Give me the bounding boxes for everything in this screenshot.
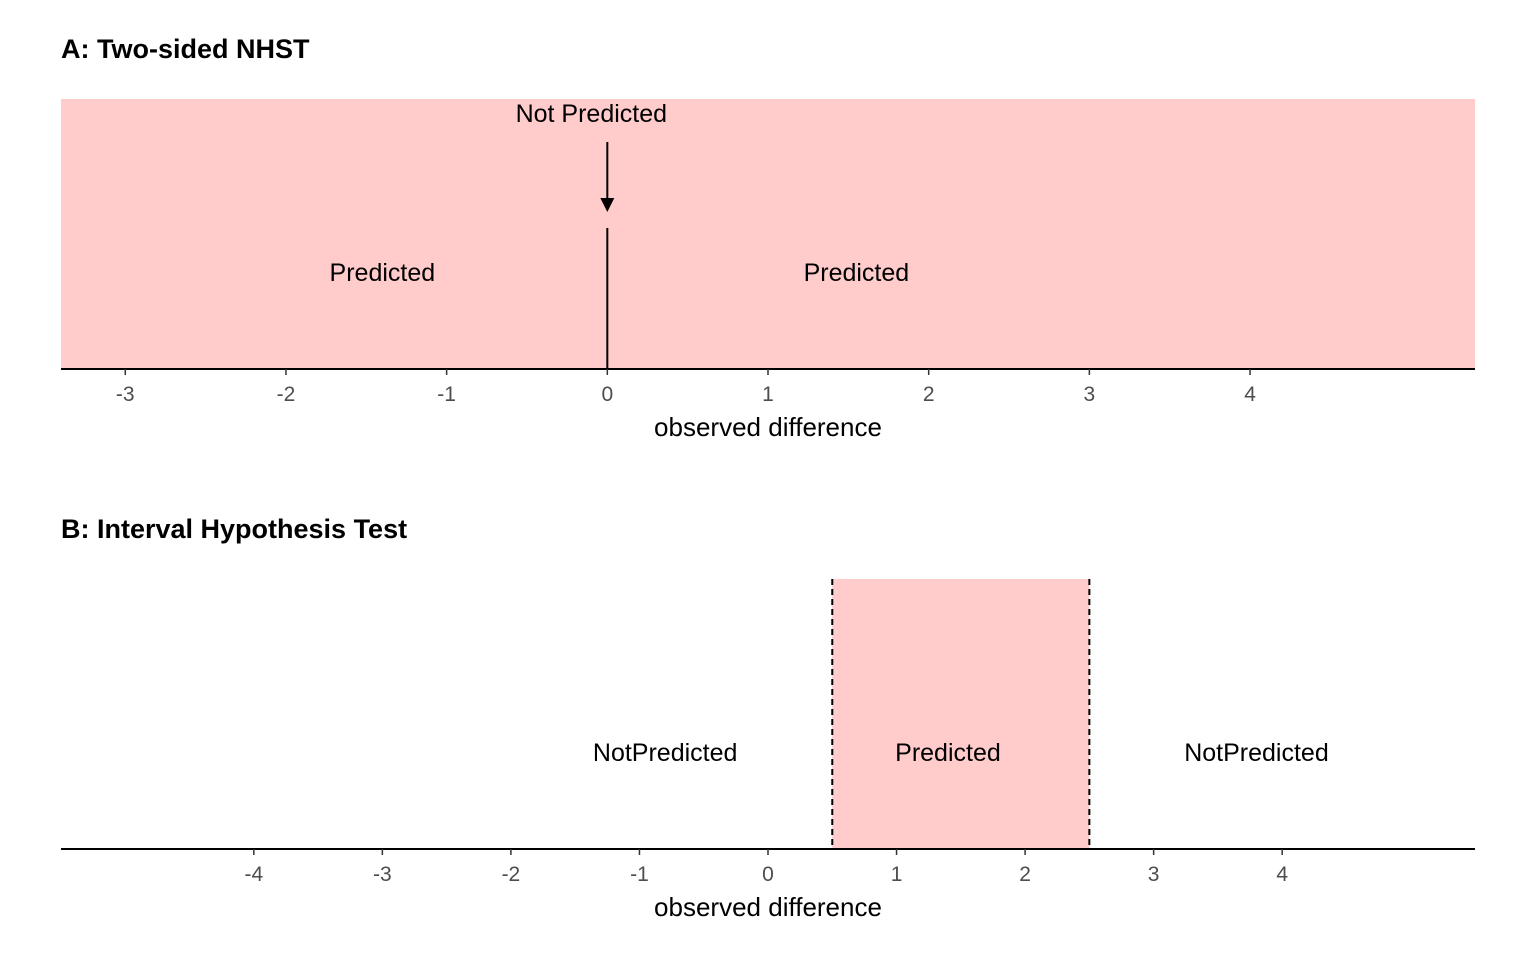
- x-tick-label: -1: [437, 383, 456, 406]
- annotation-arrow-head: [600, 198, 615, 212]
- x-tick-label: -3: [116, 383, 135, 406]
- x-tick-label: 2: [1019, 863, 1031, 886]
- predicted-region: [832, 579, 1090, 849]
- x-axis-title: observed difference: [654, 892, 882, 922]
- panel-interval-hypothesis-test: NotPredicted Predicted NotPredicted -4 -3 -2 -…: [0, 480, 1536, 960]
- region-label: Predicted: [895, 739, 1001, 767]
- region-label: NotPredicted: [593, 739, 738, 767]
- region-label: Predicted: [330, 259, 436, 287]
- x-tick-label: -4: [244, 863, 263, 886]
- region-label: Predicted: [804, 259, 910, 287]
- x-tick-label: 4: [1276, 863, 1288, 886]
- x-tick-label: 1: [762, 383, 774, 406]
- chart-plot-area: Not Predicted Predicted Predicted -3 -2 -1 0 1 2…: [61, 99, 1475, 442]
- predicted-region: [61, 99, 1475, 369]
- x-tick-label: 0: [762, 863, 774, 886]
- chart-title: A: Two-sided NHST: [61, 34, 310, 64]
- region-label: NotPredicted: [1184, 739, 1329, 767]
- x-tick-label: 1: [891, 863, 903, 886]
- x-tick-label: 3: [1084, 383, 1096, 406]
- x-tick-label: 2: [923, 383, 935, 406]
- x-tick-label: -1: [630, 863, 649, 886]
- chart-title: B: Interval Hypothesis Test: [61, 514, 408, 544]
- x-tick-label: 4: [1244, 383, 1256, 406]
- panel-two-sided-nhst: Not Predicted Predicted Predicted -3 -2 -1 0 1 2…: [61, 34, 1475, 442]
- x-tick-label: -2: [502, 863, 521, 886]
- x-tick-label: -2: [277, 383, 296, 406]
- x-axis-title: observed difference: [654, 412, 882, 442]
- x-tick-label: 3: [1148, 863, 1160, 886]
- chart-plot-area: NotPredicted Predicted NotPredicted -4 -3 -2 -…: [61, 579, 1475, 922]
- annotation-label: Not Predicted: [516, 100, 667, 128]
- x-tick-label: -3: [373, 863, 392, 886]
- x-tick-label: 0: [601, 383, 613, 406]
